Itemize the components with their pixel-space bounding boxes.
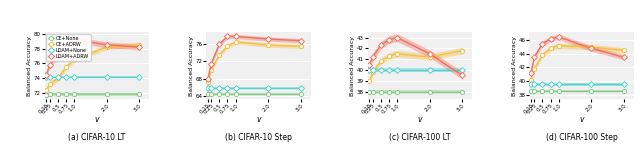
Text: (b) CIFAR-10 Step: (b) CIFAR-10 Step xyxy=(225,133,292,142)
Y-axis label: Balanced Accuracy: Balanced Accuracy xyxy=(512,36,517,96)
X-axis label: v: v xyxy=(579,115,584,124)
X-axis label: v: v xyxy=(95,115,99,124)
Legend: CE+None, CE+ADRW, LDAM+None, LDAM+ADRW: CE+None, CE+ADRW, LDAM+None, LDAM+ADRW xyxy=(46,34,91,61)
X-axis label: v: v xyxy=(418,115,422,124)
Y-axis label: Balanced Accuracy: Balanced Accuracy xyxy=(28,36,32,96)
Text: (a) CIFAR-10 LT: (a) CIFAR-10 LT xyxy=(68,133,125,142)
X-axis label: v: v xyxy=(256,115,260,124)
Y-axis label: Balanced Accuracy: Balanced Accuracy xyxy=(189,36,194,96)
Text: (c) CIFAR-100 LT: (c) CIFAR-100 LT xyxy=(389,133,451,142)
Text: (d) CIFAR-100 Step: (d) CIFAR-100 Step xyxy=(546,133,618,142)
Y-axis label: Balanced Accuracy: Balanced Accuracy xyxy=(350,36,355,96)
